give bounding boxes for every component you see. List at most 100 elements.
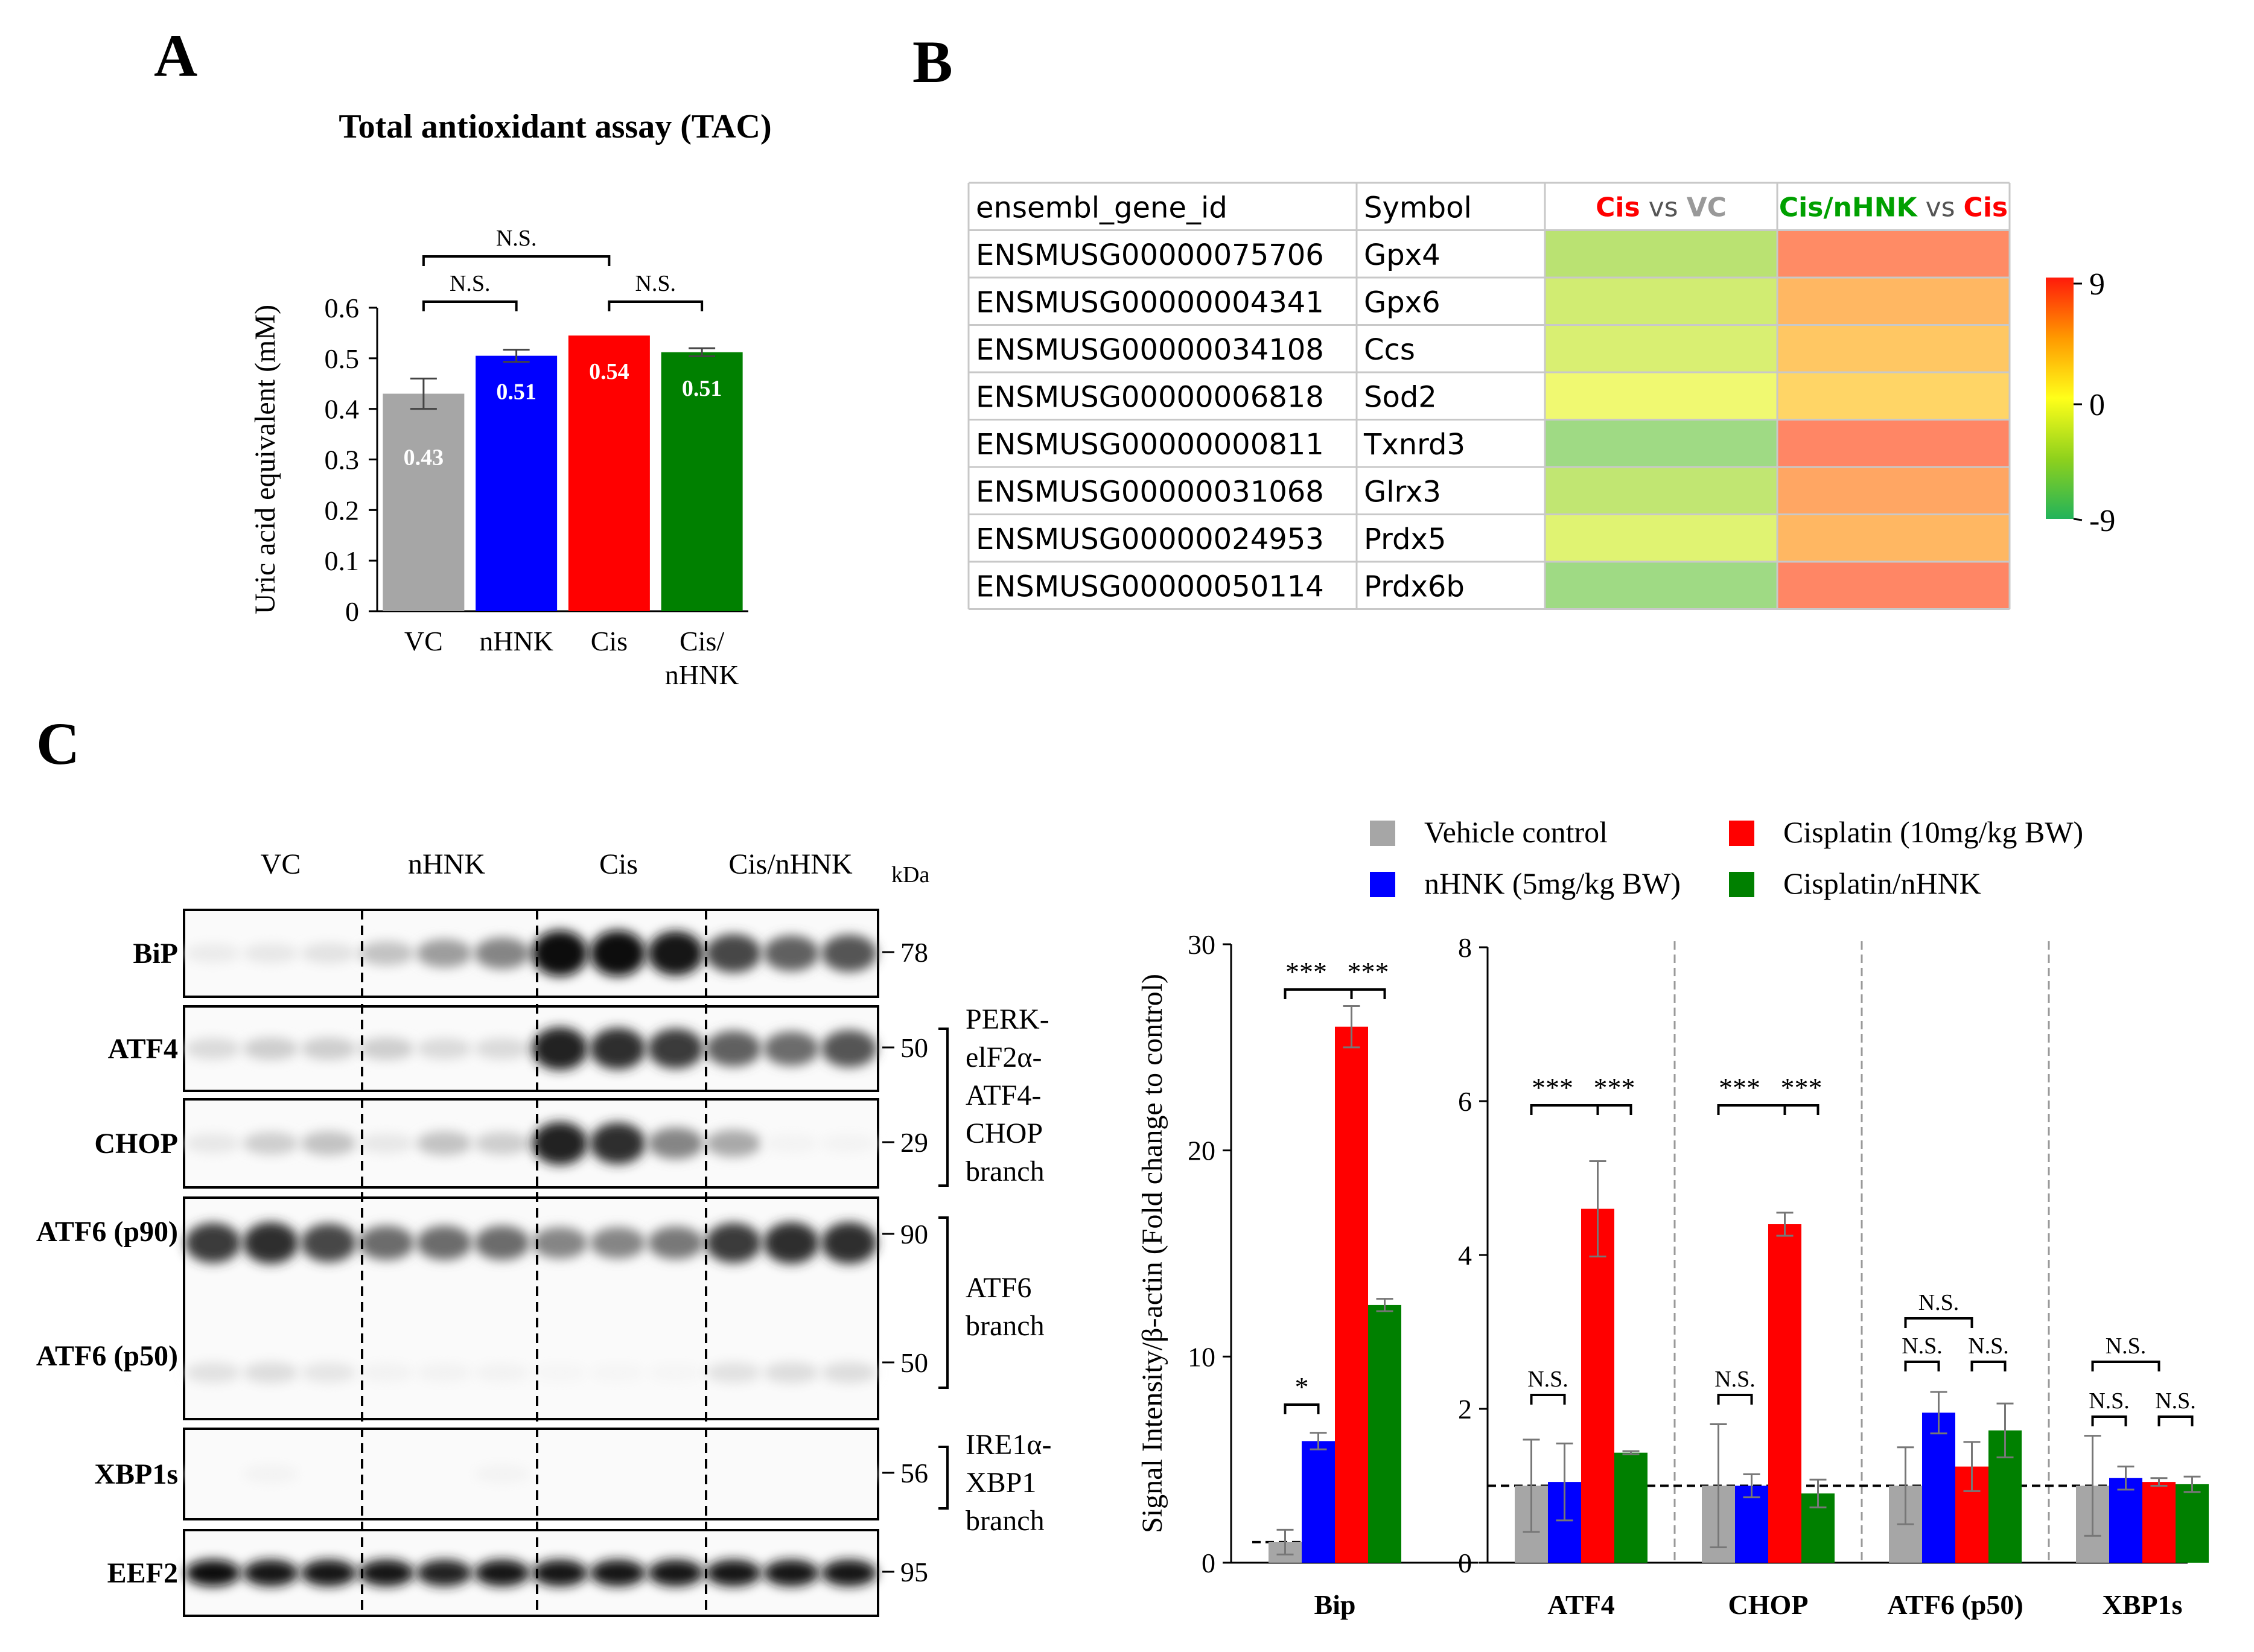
tac-y-tick-label: 0.3 — [325, 445, 360, 475]
blot-band — [243, 1132, 299, 1155]
quant-right-tick-label: 6 — [1458, 1086, 1472, 1117]
quant-significance-bracket — [1284, 1403, 1320, 1414]
heatmap-gene-id: ENSMUSG00000034108 — [976, 333, 1324, 367]
blot-panel — [183, 1428, 879, 1520]
blot-band — [763, 935, 820, 971]
blot-branch-bracket — [938, 1216, 949, 1389]
quant-bar — [1614, 1452, 1648, 1563]
tac-bar — [383, 393, 465, 611]
quant-significance-bracket — [1284, 988, 1353, 999]
legend-label: Cisplatin (10mg/kg BW) — [1783, 815, 2083, 849]
tac-bar — [661, 352, 743, 611]
tac-x-tick-label: nHNK — [479, 626, 553, 656]
heatmap-header-symbol: Symbol — [1364, 191, 1472, 224]
quant-left-tick-label: 20 — [1188, 1136, 1215, 1166]
tac-y-tick-label: 0.5 — [325, 343, 360, 374]
blot-band — [705, 1465, 762, 1483]
heatmap-cell — [1777, 230, 2010, 278]
blot-band — [705, 1560, 762, 1586]
blot-band — [474, 1363, 530, 1382]
quant-right-tick-label: 0 — [1458, 1548, 1472, 1578]
tac-x-tick-label: Cis/ — [680, 626, 724, 656]
blot-branch-label: ATF4- — [966, 1079, 1041, 1111]
quant-significance-bracket — [1350, 988, 1386, 999]
blot-band — [474, 1464, 530, 1484]
blot-protein-label: CHOP — [94, 1128, 178, 1160]
tac-significance-bracket — [608, 300, 704, 311]
tac-value-label: 0.51 — [682, 376, 722, 401]
blot-band — [763, 1465, 820, 1483]
blot-kda-label: 29 — [900, 1127, 928, 1158]
blot-band — [590, 1560, 646, 1586]
panel-letter-c: C — [36, 710, 80, 777]
blot-kda-unit: kDa — [891, 862, 929, 888]
blot-band — [590, 930, 646, 976]
legend-label: Cisplatin/nHNK — [1783, 866, 1981, 900]
quant-significance-bracket — [1530, 1394, 1566, 1405]
blot-band — [416, 1465, 473, 1483]
blot-band — [590, 1227, 646, 1259]
blot-band — [648, 931, 704, 976]
blot-band — [705, 1129, 762, 1157]
blot-band — [705, 1222, 762, 1263]
heatmap-scale-label: 0 — [2089, 388, 2105, 422]
quant-bar — [1302, 1441, 1335, 1563]
blot-band — [416, 939, 473, 968]
blot-band — [532, 1027, 588, 1070]
heatmap-scale-tick — [2073, 518, 2083, 521]
blot-band — [243, 1560, 299, 1586]
blot-band — [301, 1037, 357, 1060]
blot-band — [821, 1362, 877, 1384]
tac-y-tick-label: 0.2 — [325, 495, 360, 526]
tac-x-tick-label: Cis — [591, 626, 628, 656]
quant-significance-bracket — [1904, 1317, 1973, 1328]
blot-band — [705, 1031, 762, 1067]
heatmap-cell — [1777, 372, 2010, 420]
tac-significance-label: N.S. — [496, 226, 537, 251]
blot-protein-label: ATF6 (p90) — [36, 1216, 178, 1248]
blot-band — [763, 1362, 820, 1384]
heatmap-cell — [1545, 562, 1777, 609]
blot-band — [763, 1222, 820, 1264]
heatmap-gene-id: ENSMUSG00000031068 — [976, 475, 1324, 509]
heatmap-gene-symbol: Ccs — [1364, 333, 1415, 367]
blot-group-label: Cis — [599, 848, 638, 880]
heatmap-gene-id: ENSMUSG00000000811 — [976, 428, 1324, 462]
quant-bar — [1735, 1485, 1768, 1563]
heatmap-gene-symbol: Prdx5 — [1364, 523, 1446, 556]
tac-significance-bracket — [422, 255, 611, 266]
blot-band — [763, 1134, 820, 1153]
heatmap-color-scale — [2046, 278, 2074, 519]
blot-band — [821, 935, 877, 972]
blot-band — [243, 1222, 299, 1264]
quant-significance-label: *** — [1348, 956, 1389, 987]
quant-significance-label: *** — [1285, 956, 1327, 987]
blot-group-label: VC — [261, 848, 301, 880]
blot-band — [358, 1225, 415, 1260]
tac-y-axis-label: Uric acid equivalent (mM) — [249, 305, 281, 614]
quant-right-tick-label: 2 — [1458, 1394, 1472, 1425]
legend-label: nHNK (5mg/kg BW) — [1424, 866, 1681, 900]
tac-y-tick-label: 0.4 — [325, 394, 360, 425]
blot-band — [763, 1031, 820, 1066]
blot-branch-label: PERK- — [966, 1003, 1049, 1035]
blot-branch-bracket — [938, 1028, 949, 1187]
blot-branch-label: ATF6 — [966, 1272, 1031, 1304]
quant-category-label: ATF6 (p50) — [1887, 1589, 2023, 1620]
tac-value-label: 0.54 — [589, 359, 629, 384]
blot-band — [301, 1465, 357, 1483]
quant-right-tick-label: 8 — [1458, 932, 1472, 963]
quant-category-label: Bip — [1314, 1589, 1355, 1620]
blot-band — [301, 943, 357, 964]
blot-band — [243, 1037, 299, 1060]
blot-band — [821, 1134, 877, 1153]
blot-protein-label: ATF4 — [108, 1033, 178, 1065]
blot-protein-label: EEF2 — [107, 1557, 178, 1589]
blot-band — [416, 1560, 473, 1586]
heatmap-header-ensembl: ensembl_gene_id — [976, 191, 1227, 224]
quant-bar — [2142, 1482, 2176, 1563]
heatmap-cell — [1777, 325, 2010, 372]
heatmap-cell — [1777, 467, 2010, 515]
heatmap-gene-symbol: Txnrd3 — [1363, 428, 1465, 462]
